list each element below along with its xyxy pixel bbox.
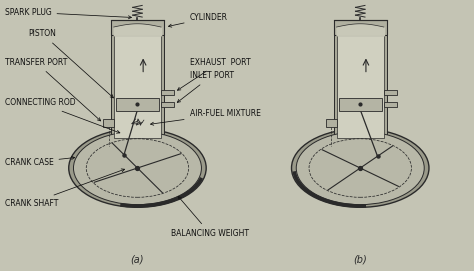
Circle shape	[69, 129, 206, 207]
Bar	[161, 89, 174, 95]
Text: CRANK CASE: CRANK CASE	[5, 156, 74, 167]
Bar	[384, 89, 397, 95]
Bar	[339, 98, 382, 111]
Text: TRANSFER PORT: TRANSFER PORT	[5, 58, 100, 121]
Bar	[111, 35, 164, 138]
Bar	[326, 119, 337, 127]
Bar	[161, 102, 174, 107]
Text: (b): (b)	[353, 254, 367, 264]
Text: PISTON: PISTON	[28, 29, 113, 98]
Circle shape	[296, 131, 424, 205]
Text: BALANCING WEIGHT: BALANCING WEIGHT	[171, 196, 249, 238]
Bar	[103, 119, 114, 127]
Text: (a): (a)	[131, 254, 144, 264]
Text: CRANK SHAFT: CRANK SHAFT	[5, 169, 125, 208]
Bar	[384, 102, 397, 107]
Text: INLET PORT: INLET PORT	[177, 71, 234, 102]
Bar	[334, 35, 387, 138]
Circle shape	[73, 131, 201, 205]
Bar	[116, 98, 159, 111]
Text: EXHAUST  PORT: EXHAUST PORT	[177, 58, 250, 90]
Bar	[337, 35, 384, 138]
Bar	[334, 20, 387, 35]
Text: SPARK PLUG: SPARK PLUG	[5, 8, 131, 19]
Circle shape	[292, 129, 429, 207]
Text: AIR-FUEL MIXTURE: AIR-FUEL MIXTURE	[151, 109, 261, 125]
Text: CYLINDER: CYLINDER	[168, 13, 228, 27]
Text: CONNECTING ROD: CONNECTING ROD	[5, 98, 120, 133]
Bar	[111, 20, 164, 35]
Bar	[114, 35, 161, 138]
